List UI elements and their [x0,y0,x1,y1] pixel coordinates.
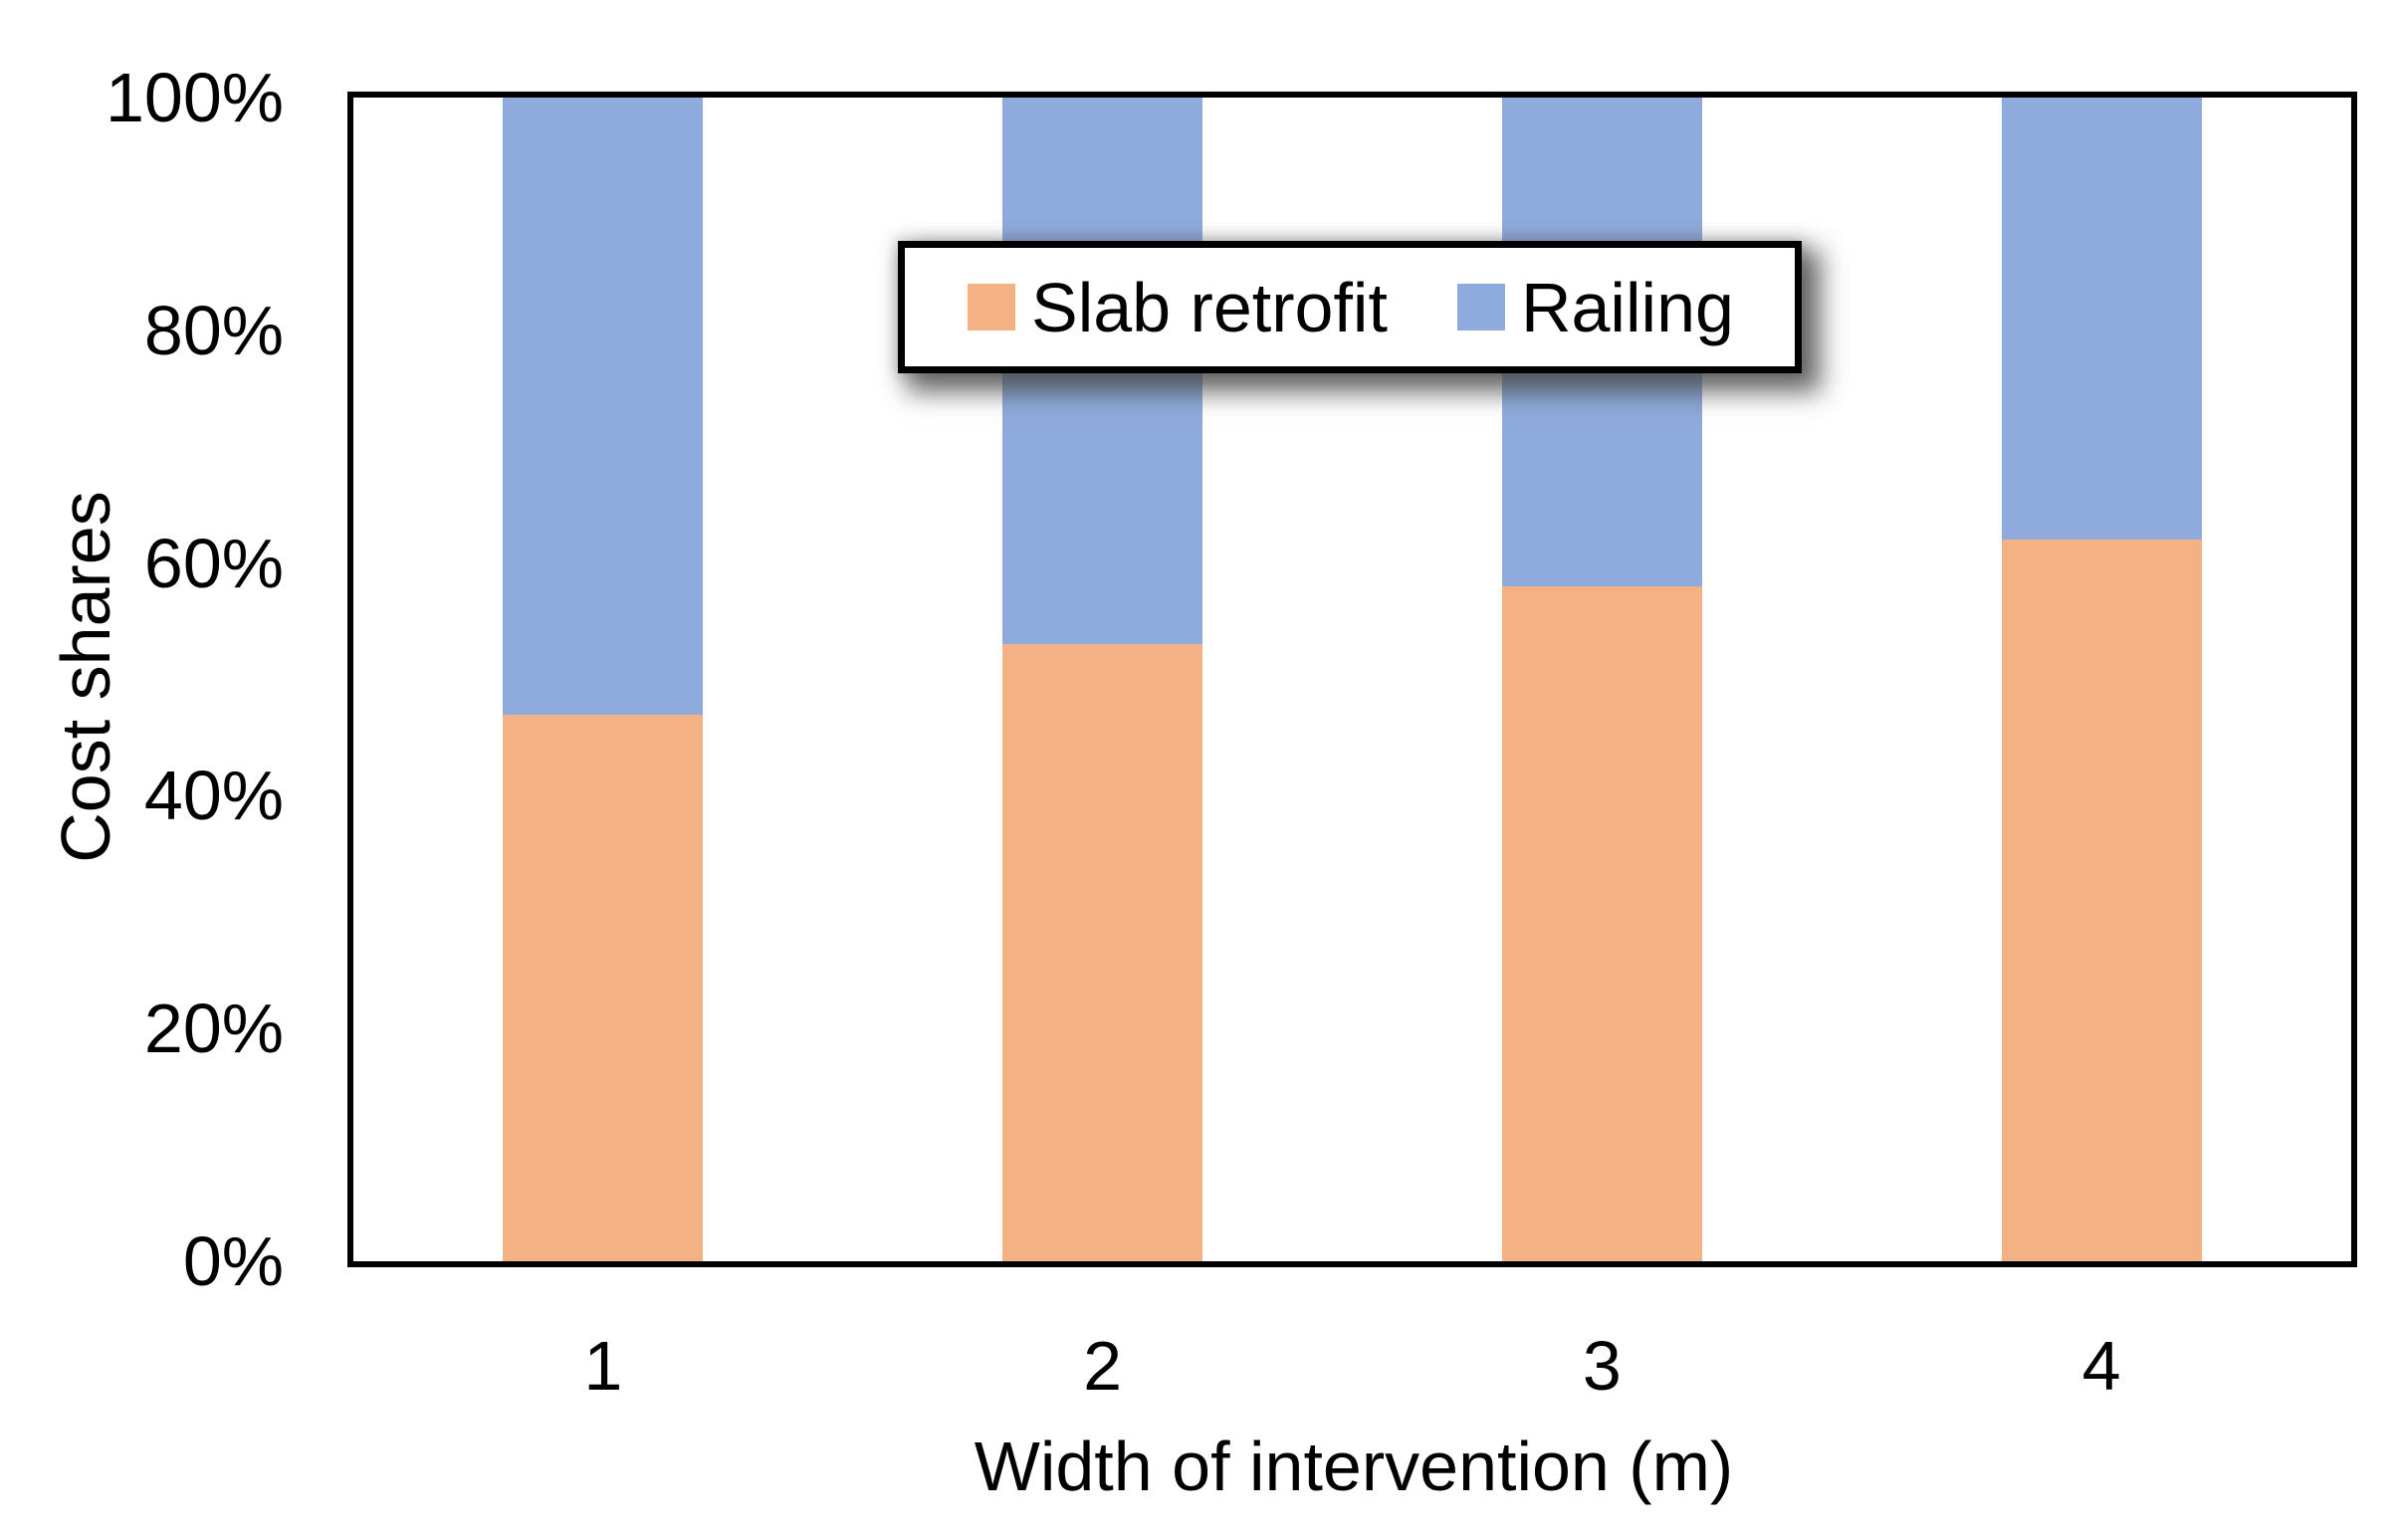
legend-label-slab-retrofit: Slab retrofit [1031,268,1388,346]
bar-segment-slab-retrofit [1501,585,1702,1261]
y-tick-label-0: 0% [182,1222,284,1300]
x-axis-title: Width of intervention (m) [974,1428,1734,1505]
legend-entry-railing: Railing [1456,268,1734,346]
y-tick-label-60: 60% [143,524,284,602]
y-axis-title: Cost shares [47,491,124,863]
y-tick-label-100: 100% [105,59,284,136]
y-tick-label-20: 20% [143,990,284,1068]
x-tick-label-1: 1 [583,1327,623,1405]
y-tick-label-80: 80% [143,291,284,369]
bar-segment-slab-retrofit [503,714,704,1261]
plot-area: Slab retrofit Railing [347,92,2357,1267]
bar-category-1 [503,98,704,1261]
y-tick-label-40: 40% [143,757,284,835]
bar-segment-slab-retrofit [2001,540,2202,1261]
legend-swatch-railing-icon [1456,284,1505,330]
bar-segment-railing [503,98,704,715]
x-tick-label-2: 2 [1083,1327,1123,1405]
bar-segment-slab-retrofit [1002,644,1203,1261]
legend-label-railing: Railing [1520,268,1734,346]
bar-segment-railing [2001,98,2202,541]
x-tick-label-4: 4 [2081,1327,2121,1405]
legend-entry-slab-retrofit: Slab retrofit [968,273,1388,342]
legend: Slab retrofit Railing [898,241,1802,373]
legend-swatch-slab-retrofit-icon [968,284,1015,330]
bar-category-4 [2001,98,2202,1261]
x-tick-label-3: 3 [1582,1327,1622,1405]
